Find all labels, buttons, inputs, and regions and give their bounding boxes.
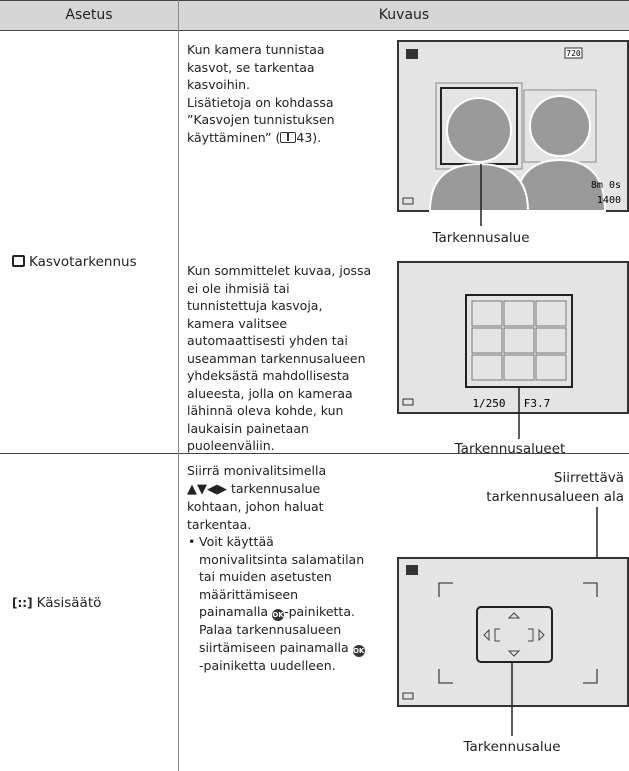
header-cell: Kuvaus <box>179 0 629 30</box>
battery-icon <box>402 197 414 205</box>
camera-icon <box>406 565 418 575</box>
caption: Tarkennusalueet <box>454 441 566 457</box>
description: Siirrä monivalitsimella ▲▼◀▶ tarkennusal… <box>187 462 365 674</box>
text: -painiketta. Palaa tarkennusalueen siirt… <box>199 604 355 655</box>
face <box>446 97 512 163</box>
header-cell: Asetus <box>0 0 178 30</box>
face-icon <box>12 255 25 267</box>
setting-label: Kasvotarkennus <box>12 254 137 270</box>
screen-frame <box>397 261 629 414</box>
caption: Siirrettävä tarkennusalueen ala <box>400 469 624 507</box>
rule <box>0 453 629 454</box>
battery-icon <box>402 398 414 406</box>
screen-text: 1400 <box>597 195 621 206</box>
focus-icon: [::] <box>12 596 33 610</box>
caption: Tarkennusalue <box>463 739 561 755</box>
ok-icon: OK <box>272 609 285 621</box>
caption-line: tarkennusalueen ala <box>486 489 624 505</box>
text: Lisätietoja on kohdassa ”Kasvojen tunnis… <box>187 94 335 145</box>
camera-icon <box>406 49 418 59</box>
description: Kun kamera tunnistaa kasvot, se tarkenta… <box>187 41 367 146</box>
setting-text: Kasvotarkennus <box>29 254 137 270</box>
body <box>428 162 530 212</box>
focus-grid <box>471 300 567 381</box>
text: -painiketta uudelleen. <box>199 657 336 673</box>
focus-selector <box>476 606 553 663</box>
selector-arrows <box>483 612 545 657</box>
area-corners <box>438 582 598 684</box>
caption: Tarkennusalue <box>432 230 530 246</box>
battery-icon <box>402 692 414 700</box>
screen-text: F3.7 <box>524 397 551 410</box>
paragraph: Lisätietoja on kohdassa ”Kasvojen tunnis… <box>187 94 367 147</box>
setting-text: Käsisäätö <box>36 595 102 611</box>
bullet-item: • Voit käyttää monivalitsinta salamatilan… <box>187 533 365 674</box>
paragraph: Siirrä monivalitsimella ▲▼◀▶ tarkennusal… <box>187 462 365 533</box>
camera-screen: 720 8m 0s 1400 <box>397 40 629 226</box>
ok-icon: OK <box>352 644 365 657</box>
text: 43). <box>296 129 322 145</box>
rule <box>0 30 629 31</box>
badge <box>564 47 583 59</box>
header-text: Kuvaus <box>378 7 430 23</box>
face <box>529 95 591 157</box>
screen-text: 720 <box>566 49 581 58</box>
rule <box>0 0 629 1</box>
camera-screen <box>397 507 629 736</box>
text: tarkennusalue kohtaan, johon haluat tark… <box>187 480 324 532</box>
rule <box>178 0 179 771</box>
caption-line: Siirrettävä <box>553 470 624 486</box>
text: Voit käyttää monivalitsinta salamatilan … <box>199 534 365 619</box>
description: Kun sommittelet kuvaa, jossa ei ole ihmi… <box>187 263 372 453</box>
bullet: • <box>188 534 196 549</box>
header-text: Asetus <box>65 7 113 23</box>
screen-text: 8m 0s <box>591 180 621 191</box>
arrows: ▲▼◀▶ <box>187 481 227 497</box>
book-icon <box>280 131 297 143</box>
screen-text: 1/250 <box>472 397 505 410</box>
text: Siirrä monivalitsimella <box>187 463 327 478</box>
paragraph: Kun kamera tunnistaa kasvot, se tarkenta… <box>187 42 325 92</box>
camera-screen: 1/250 F3.7 <box>397 261 629 439</box>
setting-label: [::] Käsisäätö <box>12 595 101 611</box>
